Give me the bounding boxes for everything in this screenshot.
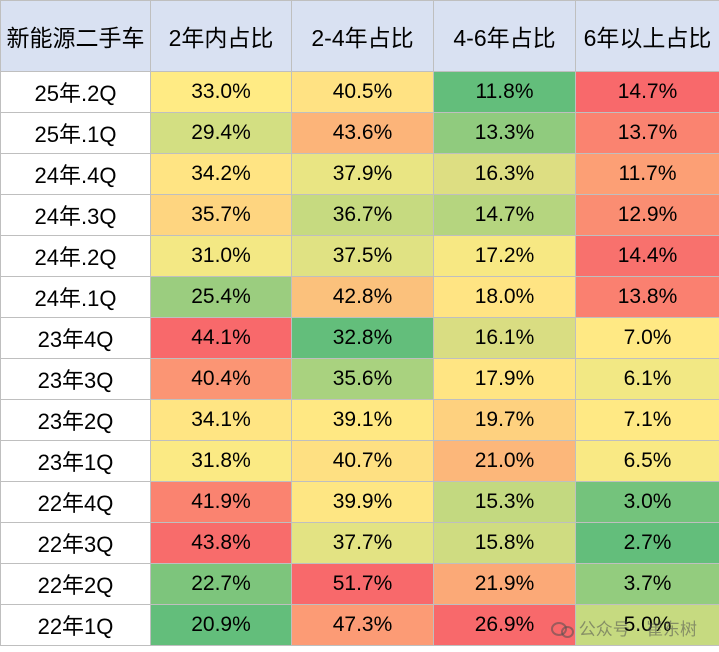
header-4-to-6-years: 4-6年占比 — [433, 0, 576, 72]
row-period-label: 25年.2Q — [0, 71, 151, 113]
data-cell: 35.7% — [150, 194, 292, 236]
data-cell: 13.8% — [575, 276, 719, 318]
data-cell: 39.9% — [291, 481, 434, 523]
row-period-label: 23年2Q — [0, 399, 151, 441]
data-cell: 25.4% — [150, 276, 292, 318]
data-cell: 40.7% — [291, 440, 434, 482]
row-period-label: 24年.4Q — [0, 153, 151, 195]
data-cell: 17.9% — [433, 358, 576, 400]
header-period: 新能源二手车 — [0, 0, 151, 72]
data-cell: 37.9% — [291, 153, 434, 195]
data-cell: 40.5% — [291, 71, 434, 113]
data-cell: 16.1% — [433, 317, 576, 359]
data-cell: 37.5% — [291, 235, 434, 277]
table-row: 24年.2Q 31.0% 37.5% 17.2% 14.4% — [0, 235, 719, 277]
data-cell: 34.1% — [150, 399, 292, 441]
row-period-label: 23年3Q — [0, 358, 151, 400]
data-cell: 15.3% — [433, 481, 576, 523]
table-row: 25年.1Q 29.4% 43.6% 13.3% 13.7% — [0, 112, 719, 154]
table-row: 22年2Q 22.7% 51.7% 21.9% 3.7% — [0, 563, 719, 605]
data-cell: 19.7% — [433, 399, 576, 441]
row-period-label: 25年.1Q — [0, 112, 151, 154]
data-cell: 31.8% — [150, 440, 292, 482]
data-cell: 21.9% — [433, 563, 576, 605]
data-cell: 13.3% — [433, 112, 576, 154]
data-cell: 44.1% — [150, 317, 292, 359]
header-row: 新能源二手车 2年内占比 2-4年占比 4-6年占比 6年以上占比 — [0, 0, 719, 72]
table-row: 23年2Q 34.1% 39.1% 19.7% 7.1% — [0, 399, 719, 441]
data-cell: 34.2% — [150, 153, 292, 195]
table-row: 23年4Q 44.1% 32.8% 16.1% 7.0% — [0, 317, 719, 359]
row-period-label: 24年.1Q — [0, 276, 151, 318]
data-cell: 17.2% — [433, 235, 576, 277]
data-cell: 35.6% — [291, 358, 434, 400]
data-cell: 39.1% — [291, 399, 434, 441]
data-cell: 51.7% — [291, 563, 434, 605]
data-cell: 3.0% — [575, 481, 719, 523]
table-row: 23年1Q 31.8% 40.7% 21.0% 6.5% — [0, 440, 719, 482]
data-cell: 41.9% — [150, 481, 292, 523]
data-cell: 2.7% — [575, 522, 719, 564]
data-cell: 22.7% — [150, 563, 292, 605]
table-row: 23年3Q 40.4% 35.6% 17.9% 6.1% — [0, 358, 719, 400]
table-row: 24年.3Q 35.7% 36.7% 14.7% 12.9% — [0, 194, 719, 236]
data-cell: 15.8% — [433, 522, 576, 564]
data-cell: 36.7% — [291, 194, 434, 236]
row-period-label: 22年1Q — [0, 604, 151, 646]
row-period-label: 24年.3Q — [0, 194, 151, 236]
header-over-6-years: 6年以上占比 — [575, 0, 719, 72]
table-body: 25年.2Q 33.0% 40.5% 11.8% 14.7% 25年.1Q 29.4% 43.… — [0, 71, 719, 646]
data-cell: 40.4% — [150, 358, 292, 400]
data-cell: 37.7% — [291, 522, 434, 564]
table-row: 22年4Q 41.9% 39.9% 15.3% 3.0% — [0, 481, 719, 523]
data-cell: 5.0% — [575, 604, 719, 646]
data-cell: 18.0% — [433, 276, 576, 318]
row-period-label: 22年2Q — [0, 563, 151, 605]
data-cell: 6.5% — [575, 440, 719, 482]
data-cell: 47.3% — [291, 604, 434, 646]
table-row: 25年.2Q 33.0% 40.5% 11.8% 14.7% — [0, 71, 719, 113]
data-cell: 31.0% — [150, 235, 292, 277]
data-cell: 16.3% — [433, 153, 576, 195]
data-cell: 6.1% — [575, 358, 719, 400]
data-cell: 13.7% — [575, 112, 719, 154]
data-cell: 14.7% — [575, 71, 719, 113]
table-row: 24年.1Q 25.4% 42.8% 18.0% 13.8% — [0, 276, 719, 318]
table-row: 24年.4Q 34.2% 37.9% 16.3% 11.7% — [0, 153, 719, 195]
row-period-label: 23年1Q — [0, 440, 151, 482]
table-row: 22年3Q 43.8% 37.7% 15.8% 2.7% — [0, 522, 719, 564]
data-cell: 26.9% — [433, 604, 576, 646]
data-cell: 43.6% — [291, 112, 434, 154]
data-cell: 11.8% — [433, 71, 576, 113]
data-cell: 33.0% — [150, 71, 292, 113]
row-period-label: 23年4Q — [0, 317, 151, 359]
header-2-to-4-years: 2-4年占比 — [291, 0, 434, 72]
data-cell: 7.0% — [575, 317, 719, 359]
data-cell: 14.4% — [575, 235, 719, 277]
data-cell: 3.7% — [575, 563, 719, 605]
data-cell: 12.9% — [575, 194, 719, 236]
table-row: 22年1Q 20.9% 47.3% 26.9% 5.0% — [0, 604, 719, 646]
data-cell: 42.8% — [291, 276, 434, 318]
data-cell: 43.8% — [150, 522, 292, 564]
header-under-2-years: 2年内占比 — [150, 0, 292, 72]
data-cell: 14.7% — [433, 194, 576, 236]
table-header: 新能源二手车 2年内占比 2-4年占比 4-6年占比 6年以上占比 — [0, 0, 719, 72]
row-period-label: 24年.2Q — [0, 235, 151, 277]
data-cell: 29.4% — [150, 112, 292, 154]
data-cell: 32.8% — [291, 317, 434, 359]
row-period-label: 22年4Q — [0, 481, 151, 523]
data-cell: 21.0% — [433, 440, 576, 482]
data-cell: 11.7% — [575, 153, 719, 195]
data-cell: 7.1% — [575, 399, 719, 441]
row-period-label: 22年3Q — [0, 522, 151, 564]
data-cell: 20.9% — [150, 604, 292, 646]
